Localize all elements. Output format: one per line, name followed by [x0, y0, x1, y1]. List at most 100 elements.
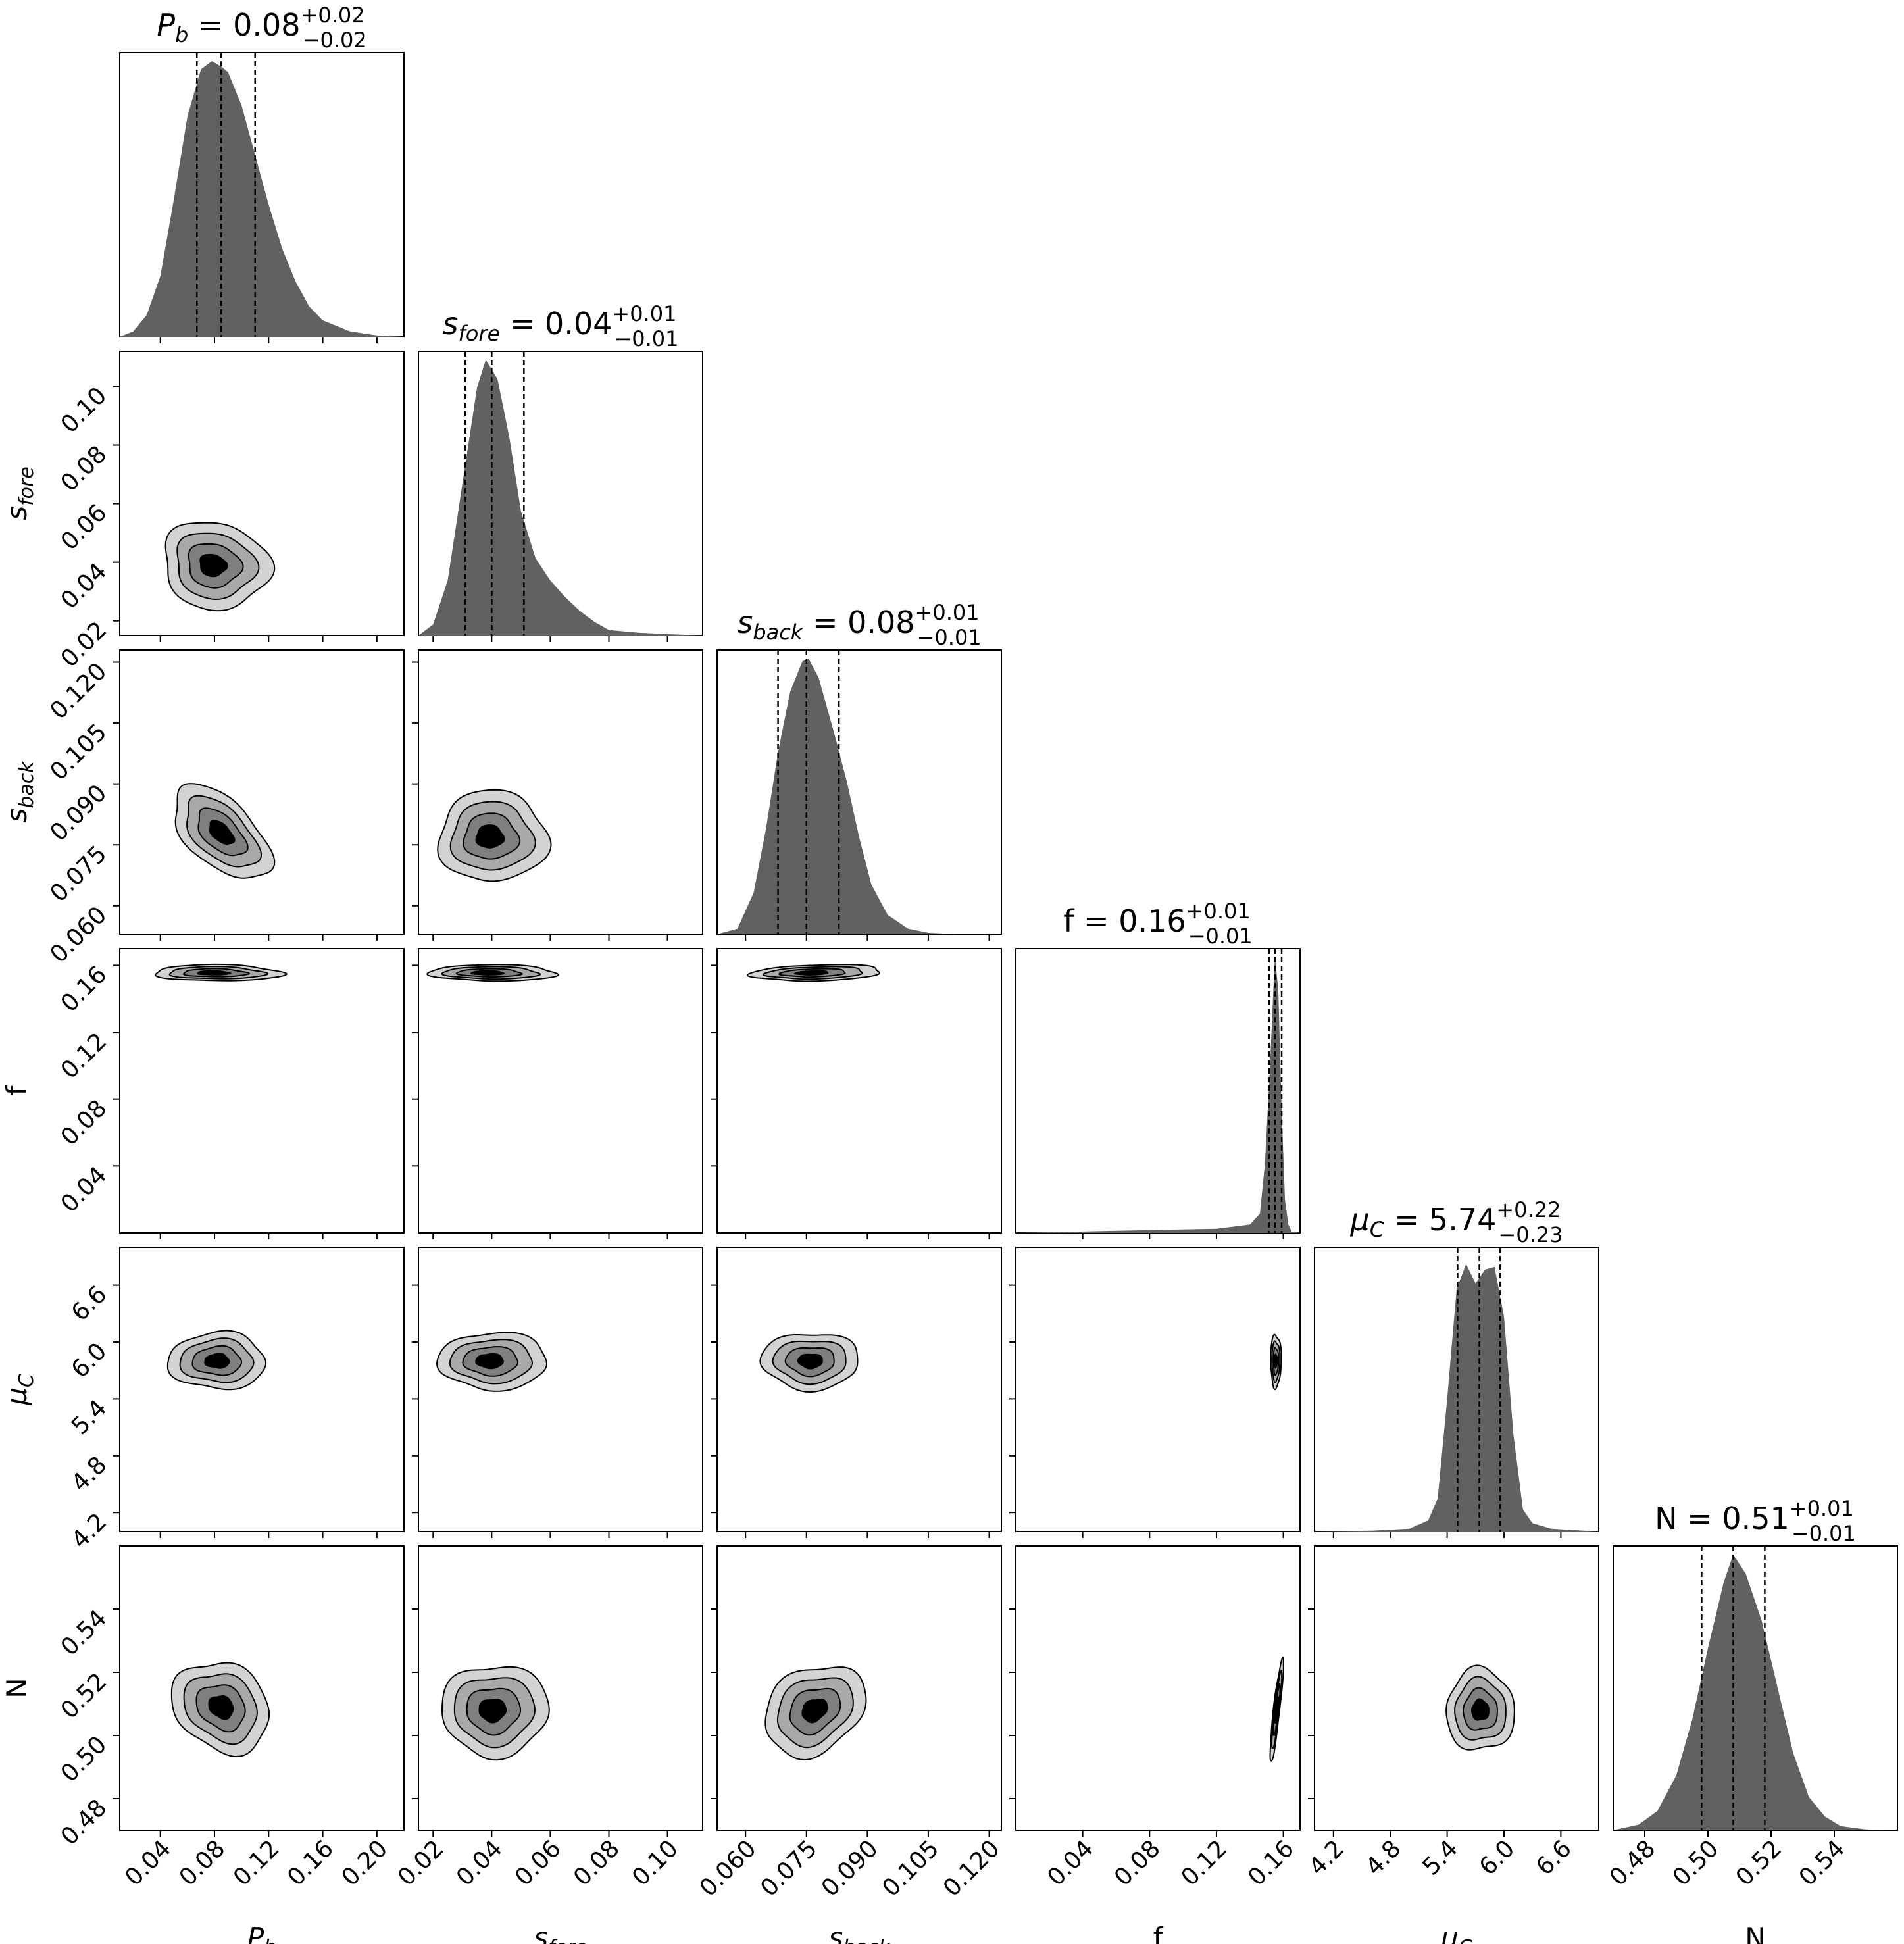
y-axis-label-sback: sback: [1, 760, 38, 823]
contour-panel-sfore-sback: [418, 649, 703, 935]
x-axis-label-Pb: Pb: [247, 1922, 276, 1944]
x-tick-label-f: 0.16: [1243, 1835, 1299, 1891]
x-tick-label-muC: 6.6: [1531, 1835, 1576, 1880]
contour-panel-Pb-sfore: [119, 351, 405, 636]
y-tick-label-N: 0.54: [56, 1605, 113, 1661]
contour-panel-sfore-N: [418, 1545, 703, 1831]
y-tick-label-muC: 5.4: [66, 1395, 112, 1440]
y-tick-label-sback: 0.090: [45, 780, 112, 847]
y-tick-label-muC: 4.2: [66, 1508, 112, 1554]
x-tick-label-Pb: 0.04: [120, 1835, 176, 1891]
y-axis-label-f: f: [1, 1085, 33, 1095]
x-tick-label-sback: 0.075: [755, 1835, 822, 1902]
x-axis-label-N: N: [1745, 1922, 1765, 1944]
contour-panel-sfore-muC: [418, 1247, 703, 1532]
x-tick-label-N: 0.50: [1668, 1835, 1724, 1891]
contour-panel-sback-muC: [716, 1247, 1002, 1532]
contour-level-4-sfore-f: [470, 970, 505, 976]
contour-panel-Pb-N: [119, 1545, 405, 1831]
y-tick-label-N: 0.48: [56, 1794, 113, 1851]
x-tick-label-f: 0.12: [1176, 1835, 1233, 1891]
contour-frame-f-N: [1015, 1545, 1301, 1831]
contour-level-4-sback-muC: [797, 1353, 823, 1370]
x-tick-label-sback: 0.105: [877, 1835, 944, 1902]
y-tick-label-N: 0.52: [56, 1668, 113, 1724]
contour-frame-Pb-N: [119, 1545, 405, 1831]
y-tick-label-N: 0.50: [56, 1731, 113, 1787]
y-tick-label-muC: 4.8: [66, 1451, 112, 1497]
x-tick-label-sback: 0.120: [938, 1835, 1005, 1902]
x-axis-label-sback: sback: [828, 1922, 891, 1944]
hist-panel-sback: [716, 649, 1002, 935]
contour-level-4-sfore-muC: [475, 1353, 504, 1370]
y-tick-label-sfore: 0.10: [56, 382, 113, 439]
x-axis-label-muC: μC: [1440, 1922, 1472, 1944]
x-tick-label-sfore: 0.06: [510, 1835, 566, 1891]
y-tick-label-sfore: 0.02: [56, 616, 113, 673]
x-tick-label-muC: 5.4: [1417, 1835, 1463, 1880]
x-axis-label-sfore: sfore: [534, 1922, 588, 1944]
hist-area-N: [1613, 1555, 1897, 1830]
x-tick-label-Pb: 0.12: [228, 1835, 285, 1891]
x-tick-label-Pb: 0.16: [282, 1835, 339, 1891]
contour-frame-f-muC: [1015, 1247, 1301, 1532]
x-tick-label-muC: 4.2: [1304, 1835, 1349, 1880]
contour-level-4-sfore-N: [478, 1699, 507, 1724]
contour-level-4-sback-N: [801, 1699, 828, 1724]
x-tick-label-sfore: 0.04: [451, 1835, 508, 1891]
x-tick-label-muC: 4.8: [1361, 1835, 1406, 1880]
hist-area-Pb: [120, 61, 404, 337]
contour-level-4-muC-N: [1470, 1698, 1490, 1721]
hist-title-sback: sback = 0.08+0.01 −0.01: [737, 600, 981, 650]
x-tick-label-sfore: 0.02: [393, 1835, 449, 1891]
hist-panel-N: [1613, 1545, 1898, 1831]
contour-frame-Pb-f: [119, 948, 405, 1234]
hist-area-sback: [717, 659, 1001, 934]
hist-frame-f: [1015, 948, 1301, 1234]
x-tick-label-N: 0.54: [1794, 1835, 1851, 1891]
y-axis-label-N: N: [1, 1678, 33, 1698]
contour-level-4-Pb-N: [208, 1695, 234, 1720]
contour-frame-Pb-muC: [119, 1247, 405, 1532]
y-tick-label-sfore: 0.04: [56, 558, 113, 614]
contour-panel-Pb-sback: [119, 649, 405, 935]
contour-frame-muC-N: [1314, 1545, 1599, 1831]
hist-title-sfore: sfore = 0.04+0.01 −0.01: [443, 301, 679, 351]
x-tick-label-Pb: 0.20: [337, 1835, 393, 1891]
contour-panel-muC-N: [1314, 1545, 1599, 1831]
x-tick-label-sfore: 0.10: [627, 1835, 684, 1891]
x-tick-label-sfore: 0.08: [568, 1835, 625, 1891]
contour-panel-f-N: [1015, 1545, 1301, 1831]
contour-level-4-Pb-sfore: [199, 554, 228, 578]
hist-title-f: f = 0.16+0.01 −0.01: [1063, 899, 1253, 949]
contour-level-4-Pb-f: [197, 970, 232, 976]
contour-frame-sback-muC: [716, 1247, 1002, 1532]
hist-panel-f: [1015, 948, 1301, 1234]
x-tick-label-f: 0.08: [1109, 1835, 1166, 1891]
contour-frame-sfore-sback: [418, 649, 703, 935]
contour-level-4-sback-f: [793, 970, 829, 976]
x-tick-label-N: 0.52: [1731, 1835, 1788, 1891]
contour-level-4-Pb-sback: [209, 820, 236, 845]
contour-frame-Pb-sback: [119, 649, 405, 935]
hist-panel-muC: [1314, 1247, 1599, 1532]
contour-level-4-f-muC: [1274, 1353, 1278, 1369]
contour-frame-sfore-N: [418, 1545, 703, 1831]
contour-panel-sfore-f: [418, 948, 703, 1234]
y-axis-label-sfore: sfore: [1, 466, 38, 520]
hist-title-N: N = 0.51+0.01 −0.01: [1655, 1496, 1856, 1546]
y-tick-label-muC: 6.0: [66, 1337, 112, 1383]
y-tick-label-sback: 0.060: [45, 901, 112, 968]
contour-panel-sback-f: [716, 948, 1002, 1234]
contour-frame-sfore-muC: [418, 1247, 703, 1532]
hist-panel-sfore: [418, 351, 703, 636]
contour-level-4-sfore-sback: [475, 824, 505, 849]
contour-panel-f-muC: [1015, 1247, 1301, 1532]
y-tick-label-sback: 0.075: [45, 841, 112, 908]
x-tick-label-sback: 0.090: [816, 1835, 884, 1902]
contour-panel-sback-N: [716, 1545, 1002, 1831]
y-tick-label-muC: 6.6: [66, 1281, 112, 1326]
x-tick-label-muC: 6.0: [1474, 1835, 1520, 1880]
y-tick-label-f: 0.12: [56, 1028, 113, 1084]
